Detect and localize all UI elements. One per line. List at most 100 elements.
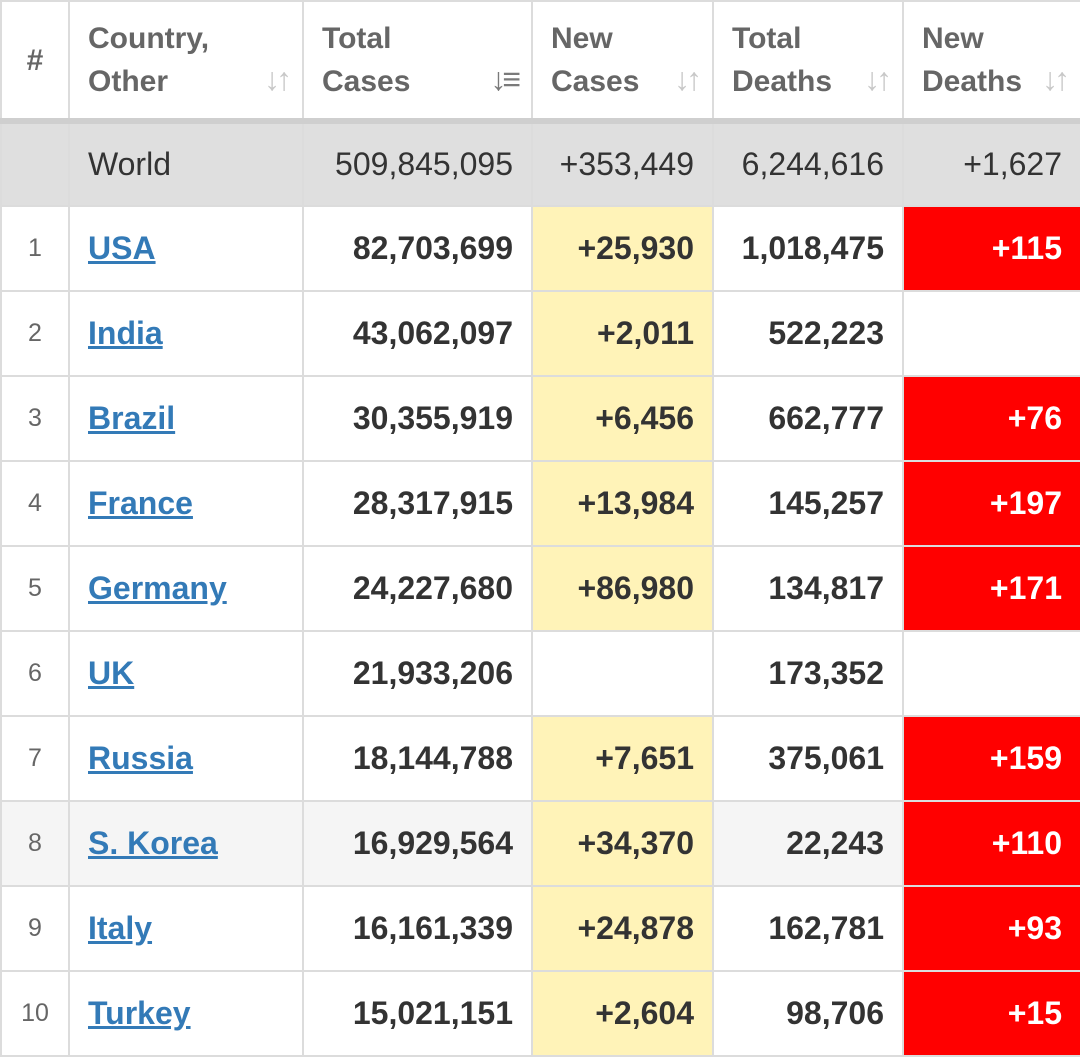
row-country: UK bbox=[68, 630, 304, 717]
header-total-cases[interactable]: Total Cases ↓≡ bbox=[302, 0, 533, 124]
sort-icon[interactable]: ↓↑ bbox=[1042, 61, 1070, 97]
row-new-cases: +6,456 bbox=[531, 375, 714, 462]
row-new-cases: +24,878 bbox=[531, 885, 714, 972]
row-total-deaths: 522,223 bbox=[712, 290, 904, 377]
table-row: 3 Brazil 30,355,919 +6,456 662,777 +76 bbox=[0, 375, 1080, 462]
row-total-deaths: 1,018,475 bbox=[712, 205, 904, 292]
table-row: 9 Italy 16,161,339 +24,878 162,781 +93 bbox=[0, 885, 1080, 972]
header-country[interactable]: Country, Other ↓↑ bbox=[68, 0, 304, 124]
table-row: 6 UK 21,933,206 173,352 bbox=[0, 630, 1080, 717]
row-total-deaths: 98,706 bbox=[712, 970, 904, 1057]
row-total-deaths: 145,257 bbox=[712, 460, 904, 547]
row-new-deaths: +93 bbox=[902, 885, 1080, 972]
country-link[interactable]: Russia bbox=[88, 740, 193, 776]
row-rank: 3 bbox=[0, 375, 70, 462]
row-total-cases: 43,062,097 bbox=[302, 290, 533, 377]
country-link[interactable]: India bbox=[88, 315, 163, 351]
country-link[interactable]: USA bbox=[88, 230, 156, 266]
table-row: 1 USA 82,703,699 +25,930 1,018,475 +115 bbox=[0, 205, 1080, 292]
row-new-deaths: +159 bbox=[902, 715, 1080, 802]
row-new-cases bbox=[531, 630, 714, 717]
world-row: World 509,845,095 +353,449 6,244,616 +1,… bbox=[0, 120, 1080, 207]
row-new-cases: +2,011 bbox=[531, 290, 714, 377]
row-total-deaths: 375,061 bbox=[712, 715, 904, 802]
header-new-deaths-label: New Deaths bbox=[922, 22, 1023, 98]
sort-icon[interactable]: ↓↑ bbox=[264, 61, 292, 97]
country-link[interactable]: S. Korea bbox=[88, 825, 218, 861]
row-country: Russia bbox=[68, 715, 304, 802]
sort-descending-icon[interactable]: ↓≡ bbox=[490, 61, 521, 97]
row-total-cases: 30,355,919 bbox=[302, 375, 533, 462]
row-total-cases: 28,317,915 bbox=[302, 460, 533, 547]
row-country: Turkey bbox=[68, 970, 304, 1057]
row-total-deaths: 22,243 bbox=[712, 800, 904, 887]
row-new-deaths: +171 bbox=[902, 545, 1080, 632]
sort-icon[interactable]: ↓↑ bbox=[864, 61, 892, 97]
country-link[interactable]: Turkey bbox=[88, 995, 191, 1031]
row-new-deaths bbox=[902, 290, 1080, 377]
country-link[interactable]: France bbox=[88, 485, 193, 521]
world-total-deaths: 6,244,616 bbox=[712, 120, 904, 207]
header-total-deaths-label: Total Deaths bbox=[732, 22, 833, 98]
header-new-deaths[interactable]: New Deaths ↓↑ bbox=[902, 0, 1080, 124]
world-new-deaths: +1,627 bbox=[902, 120, 1080, 207]
row-new-deaths bbox=[902, 630, 1080, 717]
row-total-deaths: 662,777 bbox=[712, 375, 904, 462]
world-name: World bbox=[68, 120, 304, 207]
row-rank: 5 bbox=[0, 545, 70, 632]
table-row: 8 S. Korea 16,929,564 +34,370 22,243 +110 bbox=[0, 800, 1080, 887]
header-total-cases-label: Total Cases bbox=[322, 22, 411, 98]
row-country: Brazil bbox=[68, 375, 304, 462]
world-rank bbox=[0, 120, 70, 207]
row-total-cases: 18,144,788 bbox=[302, 715, 533, 802]
world-new-cases: +353,449 bbox=[531, 120, 714, 207]
table-row: 7 Russia 18,144,788 +7,651 375,061 +159 bbox=[0, 715, 1080, 802]
header-new-cases-label: New Cases bbox=[551, 22, 640, 98]
row-rank: 10 bbox=[0, 970, 70, 1057]
row-new-cases: +86,980 bbox=[531, 545, 714, 632]
row-rank: 6 bbox=[0, 630, 70, 717]
row-new-deaths: +115 bbox=[902, 205, 1080, 292]
row-total-cases: 16,929,564 bbox=[302, 800, 533, 887]
header-rank[interactable]: # bbox=[0, 0, 70, 124]
row-new-cases: +13,984 bbox=[531, 460, 714, 547]
header-rank-label: # bbox=[26, 43, 44, 77]
header-new-cases[interactable]: New Cases ↓↑ bbox=[531, 0, 714, 124]
row-country: USA bbox=[68, 205, 304, 292]
row-rank: 8 bbox=[0, 800, 70, 887]
country-link[interactable]: UK bbox=[88, 655, 135, 691]
row-rank: 2 bbox=[0, 290, 70, 377]
row-total-cases: 21,933,206 bbox=[302, 630, 533, 717]
row-country: France bbox=[68, 460, 304, 547]
row-rank: 9 bbox=[0, 885, 70, 972]
row-country: India bbox=[68, 290, 304, 377]
header-total-deaths[interactable]: Total Deaths ↓↑ bbox=[712, 0, 904, 124]
row-country: Italy bbox=[68, 885, 304, 972]
row-total-deaths: 134,817 bbox=[712, 545, 904, 632]
row-new-deaths: +110 bbox=[902, 800, 1080, 887]
row-new-deaths: +15 bbox=[902, 970, 1080, 1057]
table-row: 5 Germany 24,227,680 +86,980 134,817 +171 bbox=[0, 545, 1080, 632]
row-total-cases: 15,021,151 bbox=[302, 970, 533, 1057]
row-new-cases: +7,651 bbox=[531, 715, 714, 802]
country-link[interactable]: Germany bbox=[88, 570, 227, 606]
sort-icon[interactable]: ↓↑ bbox=[674, 61, 702, 97]
row-rank: 7 bbox=[0, 715, 70, 802]
row-new-cases: +25,930 bbox=[531, 205, 714, 292]
header-row: # Country, Other ↓↑ Total Cases ↓≡ New C… bbox=[0, 0, 1080, 124]
row-rank: 1 bbox=[0, 205, 70, 292]
row-total-deaths: 173,352 bbox=[712, 630, 904, 717]
table-row: 4 France 28,317,915 +13,984 145,257 +197 bbox=[0, 460, 1080, 547]
row-total-cases: 82,703,699 bbox=[302, 205, 533, 292]
country-link[interactable]: Italy bbox=[88, 910, 153, 946]
country-link[interactable]: Brazil bbox=[88, 400, 176, 436]
row-rank: 4 bbox=[0, 460, 70, 547]
row-new-cases: +2,604 bbox=[531, 970, 714, 1057]
table-row: 10 Turkey 15,021,151 +2,604 98,706 +15 bbox=[0, 970, 1080, 1057]
header-country-label: Country, Other bbox=[88, 22, 210, 98]
row-new-cases: +34,370 bbox=[531, 800, 714, 887]
row-total-cases: 24,227,680 bbox=[302, 545, 533, 632]
row-new-deaths: +197 bbox=[902, 460, 1080, 547]
